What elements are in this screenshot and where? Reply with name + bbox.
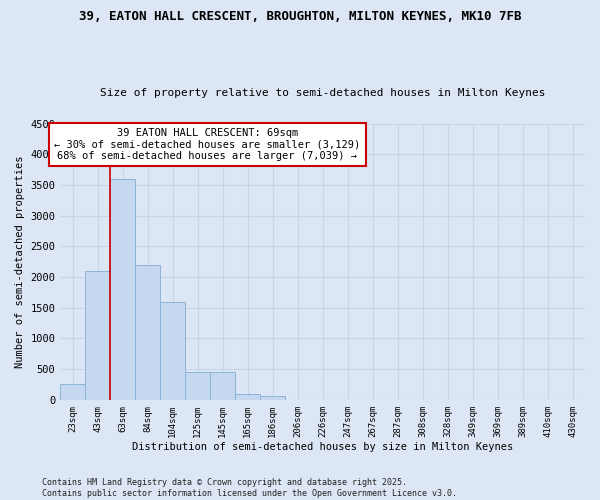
Y-axis label: Number of semi-detached properties: Number of semi-detached properties <box>15 156 25 368</box>
Text: Contains HM Land Registry data © Crown copyright and database right 2025.
Contai: Contains HM Land Registry data © Crown c… <box>42 478 457 498</box>
Bar <box>136 265 160 400</box>
Bar <box>110 179 136 400</box>
Bar <box>185 372 210 400</box>
Title: Size of property relative to semi-detached houses in Milton Keynes: Size of property relative to semi-detach… <box>100 88 545 98</box>
Bar <box>61 384 85 400</box>
Text: 39, EATON HALL CRESCENT, BROUGHTON, MILTON KEYNES, MK10 7FB: 39, EATON HALL CRESCENT, BROUGHTON, MILT… <box>79 10 521 23</box>
Bar <box>85 271 110 400</box>
Bar <box>210 372 235 400</box>
Bar <box>260 396 285 400</box>
Bar <box>160 302 185 400</box>
X-axis label: Distribution of semi-detached houses by size in Milton Keynes: Distribution of semi-detached houses by … <box>132 442 514 452</box>
Bar <box>235 394 260 400</box>
Text: 39 EATON HALL CRESCENT: 69sqm
← 30% of semi-detached houses are smaller (3,129)
: 39 EATON HALL CRESCENT: 69sqm ← 30% of s… <box>54 128 361 161</box>
